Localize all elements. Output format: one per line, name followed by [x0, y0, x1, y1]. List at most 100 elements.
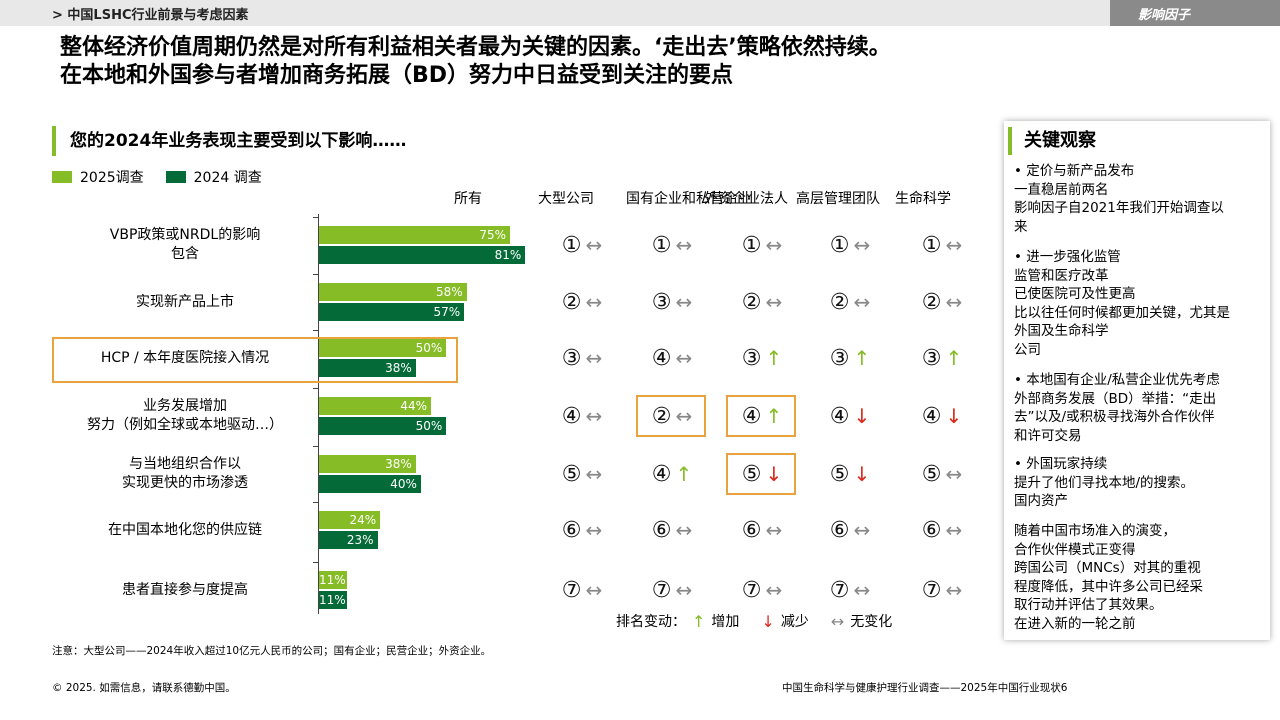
rank-cell: ③ ↑: [726, 340, 798, 376]
panel-title: 关键观察: [1008, 127, 1096, 155]
rank-number: ③: [561, 345, 582, 371]
rank-number: ②: [561, 289, 582, 315]
arrow-both-icon: ↔: [585, 346, 603, 370]
chart-legend: 2025调查 2024 调查: [52, 167, 262, 187]
axis-tick: [313, 388, 319, 389]
rank-number: ②: [651, 403, 672, 429]
rank-cell: ① ↔: [906, 227, 978, 263]
rank-number: ⑦: [561, 577, 582, 603]
arrow-down-icon: ↓: [853, 462, 871, 486]
rank-cell: ⑥ ↔: [814, 512, 886, 548]
rank-cell: ⑤ ↔: [906, 456, 978, 492]
column-header: 外资企业法人: [704, 191, 788, 207]
legend-label-2025: 2025调查: [80, 170, 144, 186]
source-line: 中国生命科学与健康护理行业调查——2025年中国行业现状6: [782, 682, 1068, 694]
category-label-line: 实现新产品上市: [136, 293, 234, 310]
rank-number: ④: [921, 403, 942, 429]
rank-number: ①: [741, 232, 762, 258]
observation-line: 来: [1014, 218, 1028, 235]
page-headline: 整体经济价值周期仍然是对所有利益相关者最为关键的因素。‘走出去’策略依然持续。 …: [60, 34, 1260, 90]
top-bar: [0, 0, 1280, 26]
observation-line: 外国及生命科学: [1014, 323, 1109, 339]
rank-cell: ② ↔: [636, 398, 708, 434]
arrow-both-icon: ↔: [765, 233, 783, 257]
observation-line: 一直稳居前两名: [1014, 181, 1109, 198]
rank-cell: ② ↔: [906, 284, 978, 320]
axis-tick: [313, 446, 319, 447]
rank-cell: ③ ↔: [636, 284, 708, 320]
rank-cell: ① ↔: [636, 227, 708, 263]
rank-cell: ③ ↔: [546, 340, 618, 376]
arrow-up-icon: ↑: [765, 346, 783, 370]
arrow-both-icon: ↔: [853, 518, 871, 542]
headline-line-1: 整体经济价值周期仍然是对所有利益相关者最为关键的因素。‘走出去’策略依然持续。: [60, 35, 891, 60]
rank-highlight-box: [636, 395, 706, 437]
arrow-both-icon: ↔: [675, 518, 693, 542]
arrow-both-icon: ↔: [585, 578, 603, 602]
bar-2025: 44%: [319, 397, 432, 415]
rank-change-key: 排名变动： ↑ 增加 ↓ 减少 ↔ 无变化: [616, 611, 892, 631]
rank-key-up: 增加: [711, 614, 740, 630]
category-label: HCP / 本年度医院接入情况: [52, 349, 318, 368]
rank-cell: ⑥ ↔: [546, 512, 618, 548]
observation-line: • 进一步强化监管: [1014, 249, 1121, 265]
rank-number: ⑥: [921, 517, 942, 543]
category-label-line: 患者直接参与度提高: [122, 581, 248, 598]
category-label: 实现新产品上市: [52, 293, 318, 312]
rank-number: ④: [741, 403, 762, 429]
rank-cell: ⑤ ↓: [726, 456, 798, 492]
highlight-box-hcp: [52, 337, 458, 383]
arrow-up-icon: ↑: [945, 346, 963, 370]
rank-number: ③: [921, 345, 942, 371]
rank-cell: ① ↔: [726, 227, 798, 263]
observation-line: 程度降低，其中许多公司已经采: [1014, 578, 1203, 595]
arrow-both-icon: ↔: [585, 404, 603, 428]
observation-line: 比以往任何时候都更加关键，尤其是: [1014, 304, 1230, 321]
rank-number: ④: [651, 461, 672, 487]
rank-number: ①: [921, 232, 942, 258]
rank-cell: ⑥ ↔: [906, 512, 978, 548]
bar-2024: 23%: [319, 531, 378, 549]
arrow-both-icon: ↔: [945, 518, 963, 542]
axis-tick: [313, 274, 319, 275]
rank-cell: ⑦ ↔: [546, 572, 618, 608]
rank-cell: ⑦ ↔: [814, 572, 886, 608]
observation-line: 和许可交易: [1014, 427, 1082, 444]
bar-2025: 75%: [319, 226, 510, 244]
rank-cell: ④ ↔: [636, 340, 708, 376]
arrow-both-icon: ↔: [675, 290, 693, 314]
category-label-line: 努力（例如全球或本地驱动…）: [87, 417, 283, 433]
category-label: 与当地组织合作以 实现更快的市场渗透: [52, 455, 318, 493]
category-label-line: 在中国本地化您的供应链: [108, 521, 262, 538]
axis-tick: [313, 562, 319, 563]
arrow-both-icon: ↔: [585, 233, 603, 257]
rank-cell: ② ↔: [726, 284, 798, 320]
rank-highlight-box: [726, 453, 796, 495]
breadcrumb[interactable]: > 中国LSHC行业前景与考虑因素: [52, 8, 249, 23]
rank-number: ③: [651, 289, 672, 315]
rank-key-label: 排名变动：: [616, 614, 686, 630]
bar-2025: 50%: [319, 339, 447, 357]
rank-number: ④: [561, 403, 582, 429]
arrow-both-icon: ↔: [765, 518, 783, 542]
arrow-up-icon: ↑: [692, 611, 706, 631]
bar-2024: 11%: [319, 591, 347, 609]
axis-tick: [313, 217, 319, 218]
rank-number: ⑦: [829, 577, 850, 603]
column-header: 所有: [454, 191, 482, 207]
axis-tick: [313, 330, 319, 331]
column-header: 大型公司: [538, 191, 594, 207]
arrow-up-icon: ↑: [765, 404, 783, 428]
arrow-down-icon: ↓: [853, 404, 871, 428]
copyright: © 2025. 如需信息，请联系德勤中国。: [52, 682, 236, 694]
category-label-line: 与当地组织合作以: [129, 456, 241, 472]
rank-number: ⑤: [741, 461, 762, 487]
bar-2025: 11%: [319, 571, 347, 589]
rank-cell: ② ↔: [814, 284, 886, 320]
legend-swatch-2024: [165, 171, 186, 183]
arrow-down-icon: ↓: [765, 462, 783, 486]
category-label: 患者直接参与度提高: [52, 581, 318, 600]
arrow-both-icon: ↔: [853, 233, 871, 257]
rank-number: ⑦: [921, 577, 942, 603]
arrow-both-icon: ↔: [945, 233, 963, 257]
